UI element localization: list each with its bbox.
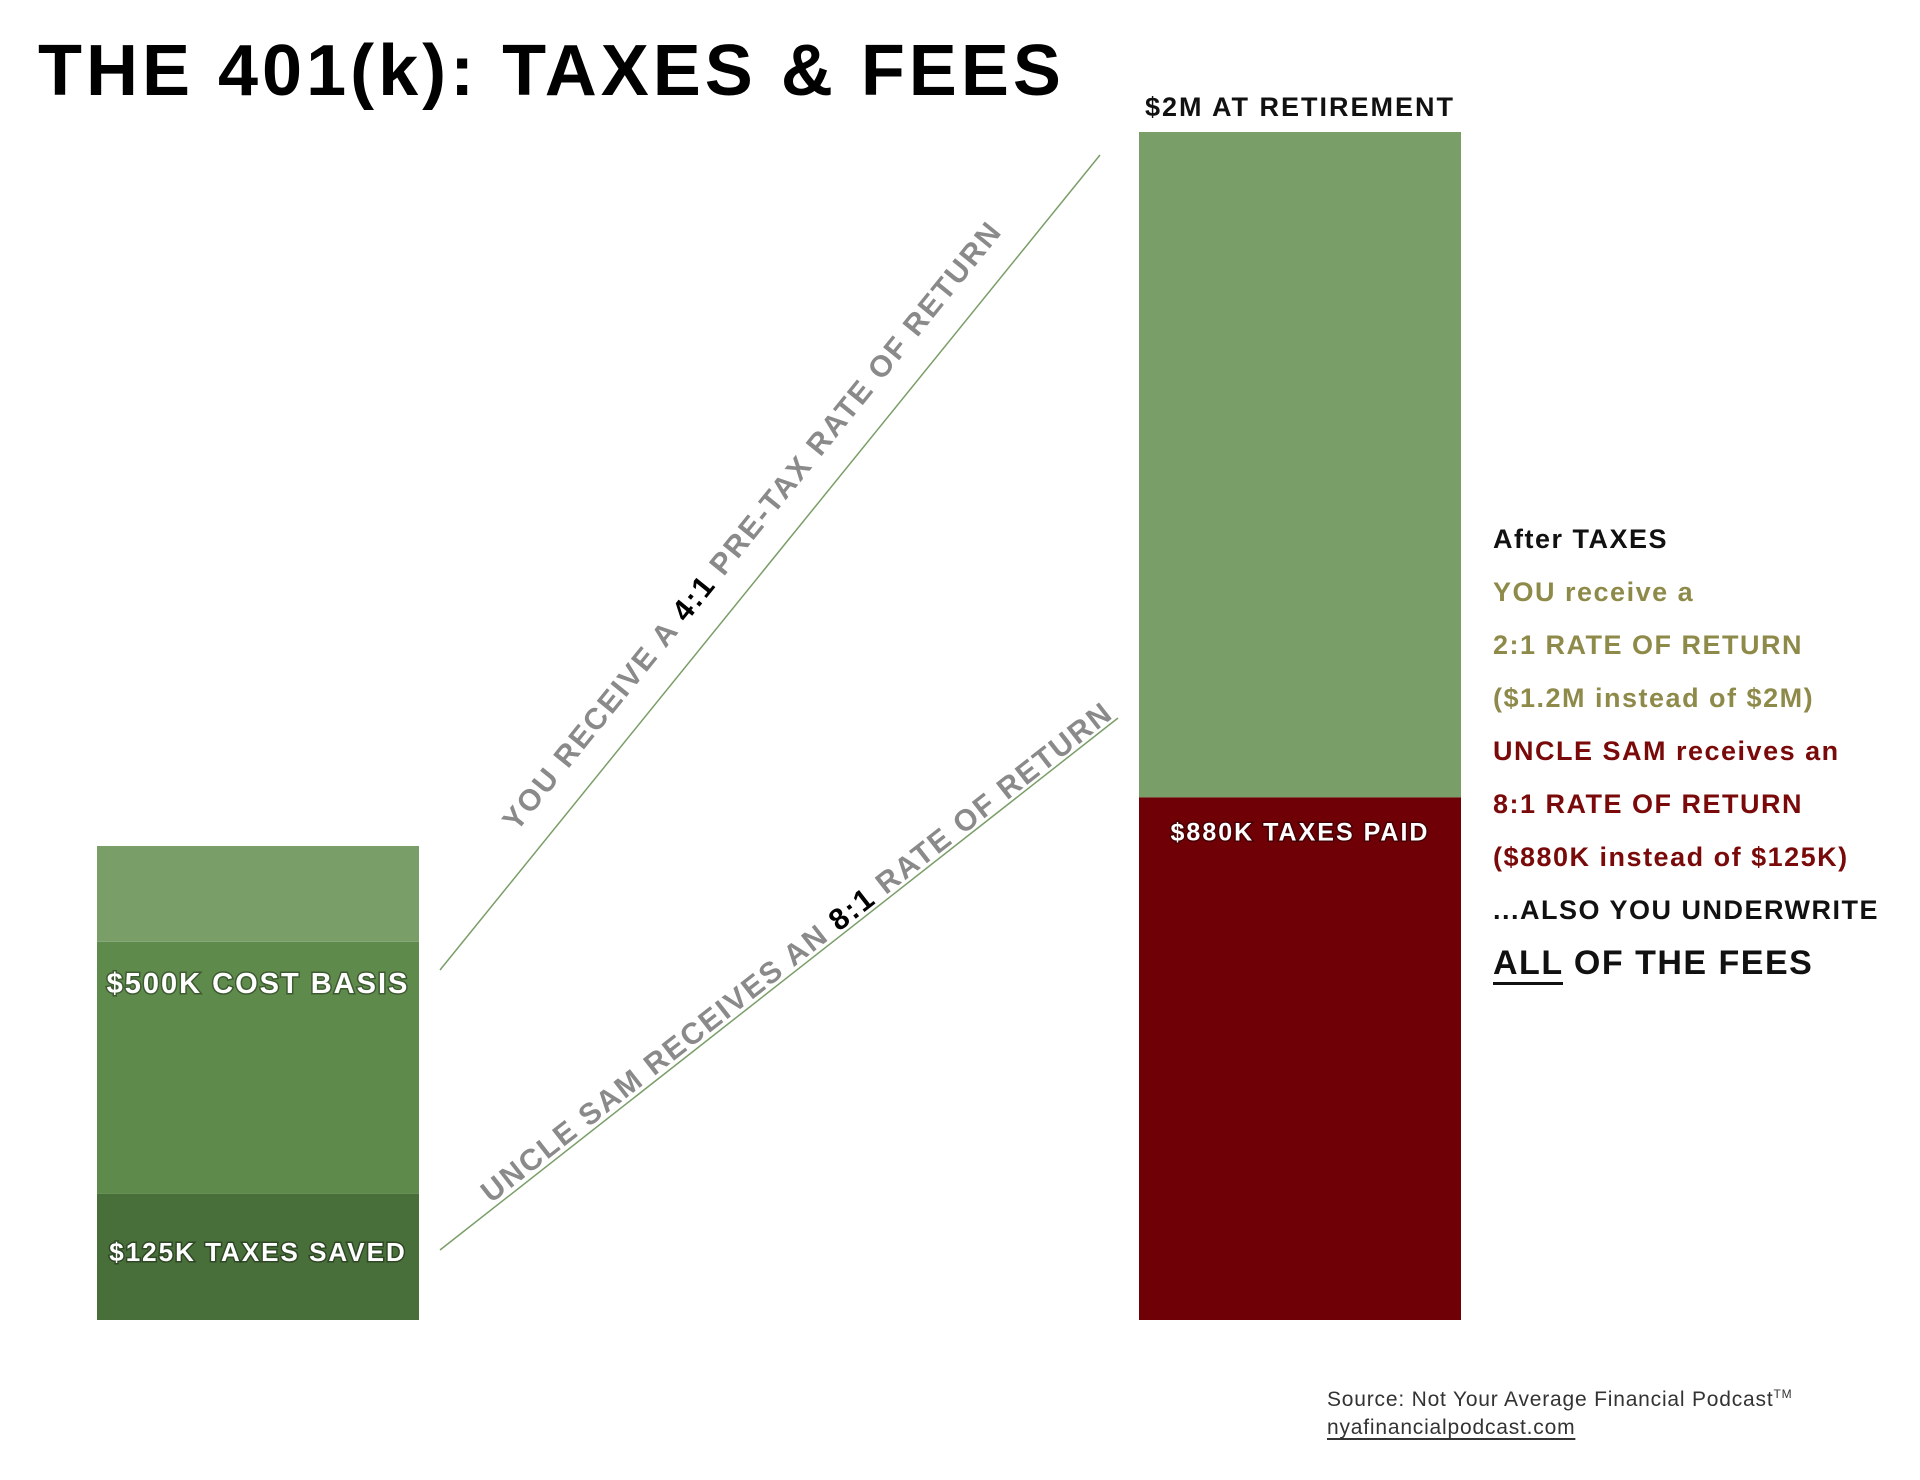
after-taxes-notes: After TAXES YOU receive a 2:1 RATE OF RE… xyxy=(1493,522,1879,999)
trademark: TM xyxy=(1773,1387,1793,1401)
retirement-segment-0 xyxy=(1139,797,1461,1320)
pre-tax-connector-line xyxy=(439,154,1101,971)
uncle-sam-rate-line: 8:1 RATE OF RETURN xyxy=(1493,789,1804,819)
fees-rest: OF THE FEES xyxy=(1562,944,1814,982)
contribution-segment-0 xyxy=(97,1193,419,1320)
pre-tax-return-annotation: YOU RECEIVE A 4:1 PRE-TAX RATE OF RETURN xyxy=(496,215,1008,837)
chart-title: THE 401(k): TAXES & FEES xyxy=(38,31,1065,111)
uncle-sam-receives-line: UNCLE SAM receives an xyxy=(1493,736,1840,766)
you-amount-line: ($1.2M instead of $2M) xyxy=(1493,683,1815,713)
cost-basis-label: $500K COST BASIS xyxy=(107,968,410,1000)
taxes-saved-label: $125K TAXES SAVED xyxy=(109,1237,406,1267)
contribution-segment-1 xyxy=(97,941,419,1194)
uncle-sam-amount-line: ($880K instead of $125K) xyxy=(1493,842,1849,872)
notes-heading: After TAXES xyxy=(1493,524,1669,554)
underwrite-line: ...ALSO YOU UNDERWRITE xyxy=(1493,895,1880,925)
source-text: Source: Not Your Average Financial Podca… xyxy=(1327,1388,1774,1411)
source-text-line: Source: Not Your Average Financial Podca… xyxy=(1327,1380,1792,1414)
source-url[interactable]: nyafinancialpodcast.com xyxy=(1327,1416,1576,1439)
you-rate-line: 2:1 RATE OF RETURN xyxy=(1493,630,1804,660)
uncle-sam-connector-line xyxy=(439,717,1119,1251)
retirement-top-label: $2M AT RETIREMENT xyxy=(1145,92,1455,122)
contribution-segment-2 xyxy=(97,846,419,942)
source-credit: Source: Not Your Average Financial Podca… xyxy=(1327,1380,1792,1442)
taxes-paid-label: $880K TAXES PAID xyxy=(1171,818,1430,846)
you-receive-line: YOU receive a xyxy=(1493,577,1695,607)
all-fees-line: ALL OF THE FEES xyxy=(1493,946,1879,999)
retirement-segment-1 xyxy=(1139,132,1461,798)
all-underlined: ALL xyxy=(1493,944,1563,982)
